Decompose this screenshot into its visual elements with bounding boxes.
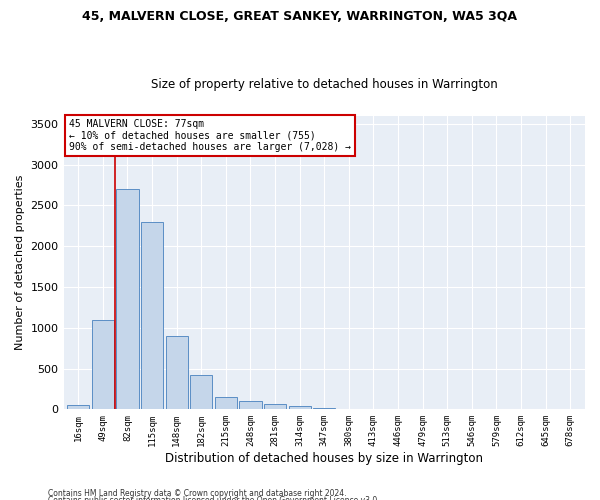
Text: Contains public sector information licensed under the Open Government Licence v3: Contains public sector information licen… [48,496,380,500]
Bar [239,401,262,409]
Bar [116,189,139,410]
Bar [141,222,163,410]
Text: 45 MALVERN CLOSE: 77sqm
← 10% of detached houses are smaller (755)
90% of semi-d: 45 MALVERN CLOSE: 77sqm ← 10% of detache… [69,118,351,152]
Y-axis label: Number of detached properties: Number of detached properties [15,175,25,350]
Bar [215,396,237,409]
Text: Contains HM Land Registry data © Crown copyright and database right 2024.: Contains HM Land Registry data © Crown c… [48,488,347,498]
Title: Size of property relative to detached houses in Warrington: Size of property relative to detached ho… [151,78,497,91]
X-axis label: Distribution of detached houses by size in Warrington: Distribution of detached houses by size … [165,452,483,465]
Bar [313,408,335,410]
Bar [289,406,311,409]
Bar [338,408,360,410]
Bar [166,336,188,409]
Bar [92,320,114,410]
Bar [190,375,212,410]
Text: 45, MALVERN CLOSE, GREAT SANKEY, WARRINGTON, WA5 3QA: 45, MALVERN CLOSE, GREAT SANKEY, WARRING… [83,10,517,23]
Bar [67,406,89,409]
Bar [264,404,286,409]
